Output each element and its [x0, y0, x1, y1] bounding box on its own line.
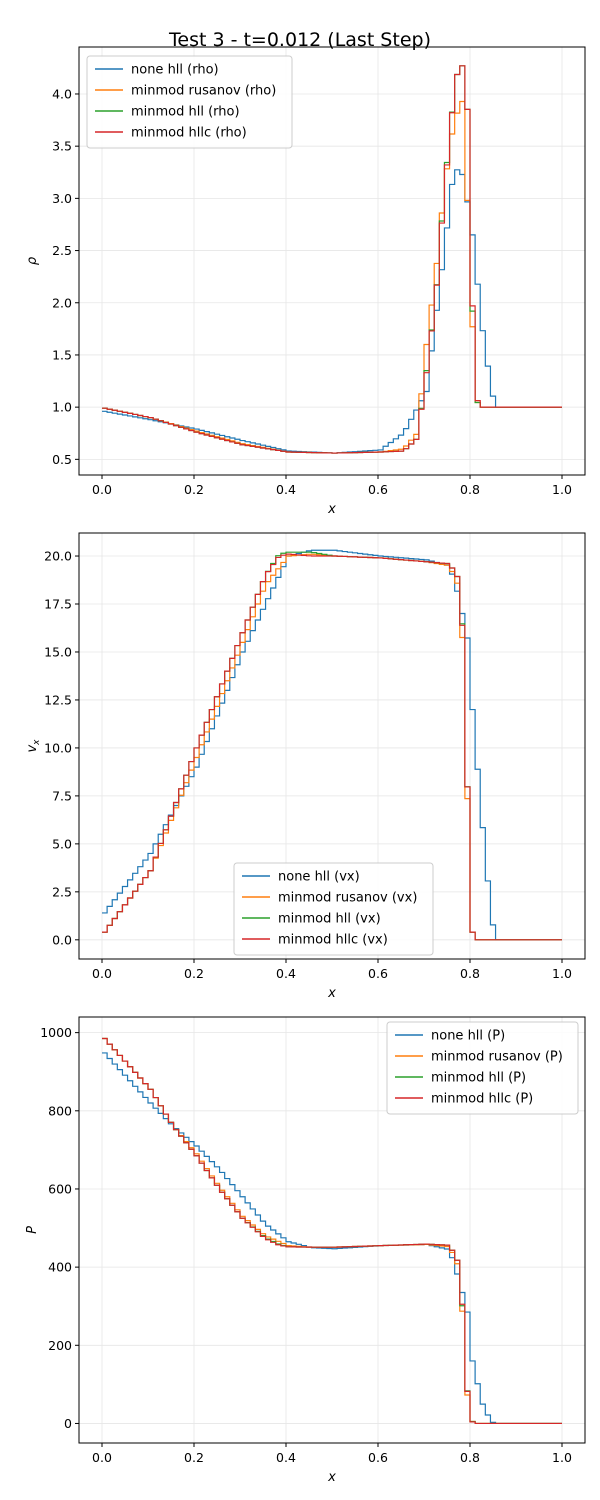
- y-tick-label: 10.0: [44, 740, 72, 755]
- x-tick-label: 0.6: [368, 482, 388, 497]
- legend-label: minmod hllc (vx): [278, 933, 388, 948]
- legend-label: none hll (vx): [278, 870, 360, 885]
- x-tick-label: 0.2: [184, 482, 204, 497]
- y-tick-label: 600: [48, 1181, 72, 1196]
- y-tick-label: 3.5: [52, 139, 72, 154]
- legend: none hll (P) minmod rusanov (P) minmod hll…: [386, 1021, 579, 1115]
- x-tick-label: 0.6: [368, 966, 388, 981]
- legend-label: minmod rusanov (vx): [278, 891, 417, 906]
- y-tick-label: 800: [48, 1103, 72, 1118]
- y-tick-label: 200: [48, 1338, 72, 1353]
- x-tick-label: 0.8: [460, 1450, 480, 1465]
- x-tick-label: 0.2: [184, 1450, 204, 1465]
- series-line-minmod-hllc: [102, 65, 562, 454]
- y-tick-label: 0: [64, 1416, 72, 1431]
- x-axis-label: x: [327, 502, 336, 517]
- y-tick-label: 2.5: [52, 884, 72, 899]
- x-tick-label: 0.6: [368, 1450, 388, 1465]
- y-tick-label: 5.0: [52, 836, 72, 851]
- legend-label: minmod hll (vx): [278, 912, 381, 927]
- y-axis-label: P: [25, 1226, 40, 1234]
- y-tick-label: 1.0: [52, 400, 72, 415]
- x-tick-label: 0.4: [276, 966, 296, 981]
- legend-label: minmod hll (P): [431, 1071, 526, 1086]
- y-tick-label: 2.0: [52, 295, 72, 310]
- x-tick-label: 0.8: [460, 482, 480, 497]
- x-tick-label: 0.4: [276, 1450, 296, 1465]
- series-line-minmod-rusanov: [102, 100, 562, 454]
- x-tick-label: 1.0: [552, 1450, 572, 1465]
- legend: none hll (rho) minmod rusanov (rho) minmod…: [86, 55, 293, 149]
- legend-box: [86, 55, 293, 149]
- y-tick-label: 0.5: [52, 452, 72, 467]
- axes-frame: [78, 46, 586, 476]
- series-line-minmod-rusanov: [102, 553, 562, 941]
- y-axis-label: vx: [25, 739, 42, 753]
- panel-1: 0.0 0.2 0.4 0.6 0.8 1.0 0.5 1.0 1.5 2.0 2.5 3.0 3.5 4…: [25, 46, 586, 517]
- legend-box: [233, 862, 434, 956]
- y-tick-label: 1000: [40, 1025, 72, 1040]
- panel-3: 0.0 0.2 0.4 0.6 0.8 1.0 0 200 400 600 800 1000 x Pnon…: [25, 1016, 586, 1485]
- y-tick-label: 15.0: [44, 644, 72, 659]
- legend: none hll (vx) minmod rusanov (vx) minmod h…: [233, 862, 434, 956]
- legend-label: minmod rusanov (rho): [131, 84, 276, 99]
- x-tick-label: 0.0: [92, 966, 112, 981]
- x-tick-label: 0.0: [92, 482, 112, 497]
- y-tick-label: 3.0: [52, 191, 72, 206]
- y-tick-label: 12.5: [44, 692, 72, 707]
- y-tick-label: 0.0: [52, 932, 72, 947]
- y-tick-label: 7.5: [52, 788, 72, 803]
- x-axis-label: x: [327, 1470, 336, 1485]
- x-tick-label: 0.8: [460, 966, 480, 981]
- series-line-minmod-hllc: [102, 553, 562, 941]
- y-tick-label: 1.5: [52, 347, 72, 362]
- y-tick-label: 17.5: [44, 597, 72, 612]
- x-tick-label: 0.0: [92, 1450, 112, 1465]
- legend-label: minmod hll (rho): [131, 105, 240, 120]
- x-tick-label: 1.0: [552, 966, 572, 981]
- legend-label: none hll (rho): [131, 63, 219, 78]
- x-tick-label: 0.4: [276, 482, 296, 497]
- y-tick-label: 20.0: [44, 549, 72, 564]
- x-axis-label: x: [327, 986, 336, 1001]
- x-tick-label: 1.0: [552, 482, 572, 497]
- panel-2: 0.0 0.2 0.4 0.6 0.8 1.0 0.0 2.5 5.0 7.5 10.0 12.5 15…: [25, 532, 586, 1001]
- legend-label: minmod rusanov (P): [431, 1050, 563, 1065]
- y-tick-label: 2.5: [52, 243, 72, 258]
- figure-title: Test 3 - t=0.012 (Last Step): [168, 29, 431, 51]
- x-tick-label: 0.2: [184, 966, 204, 981]
- y-tick-label: 4.0: [52, 86, 72, 101]
- axes-frame: [78, 532, 586, 960]
- axes-frame: [78, 1016, 586, 1444]
- y-tick-label: 400: [48, 1260, 72, 1275]
- legend-label: none hll (P): [431, 1029, 505, 1044]
- legend-box: [386, 1021, 579, 1115]
- y-axis-label: ρ: [25, 256, 40, 265]
- series-line-minmod-hllc: [102, 1037, 562, 1425]
- legend-label: minmod hllc (rho): [131, 126, 247, 141]
- series-line-none-hll: [102, 169, 562, 454]
- legend-label: minmod hllc (P): [431, 1092, 533, 1107]
